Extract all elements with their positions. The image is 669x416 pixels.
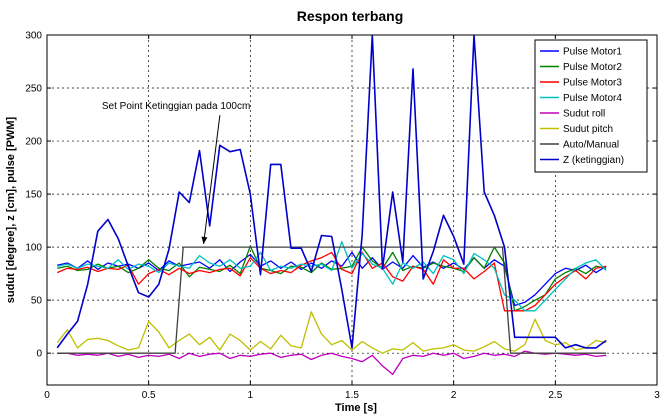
legend-label: Pulse Motor1 — [563, 47, 622, 58]
annotation-arrow — [203, 115, 221, 245]
chart-title: Respon terbang — [297, 8, 404, 24]
y-tick-label: 0 — [36, 349, 42, 360]
annotation: Set Point Ketinggian pada 100cm — [102, 101, 250, 245]
legend-label: Auto/Manual — [563, 140, 619, 151]
x-tick-label: 0.5 — [142, 390, 156, 401]
x-axis-label: Time [s] — [335, 402, 377, 414]
tick-layer: 0 0.5 1 1.5 2 2.5 3 0 50 100 150 200 250 300 — [25, 31, 660, 402]
legend-label: Pulse Motor2 — [563, 62, 622, 73]
x-tick-label: 2 — [451, 390, 457, 401]
y-tick-label: 300 — [25, 31, 42, 42]
y-tick-label: 150 — [25, 190, 42, 201]
series-line-7 — [57, 246, 607, 354]
legend-label: Z (ketinggian) — [563, 155, 624, 166]
y-tick-label: 250 — [25, 84, 42, 95]
series-group — [56, 35, 607, 376]
x-tick-label: 1.5 — [345, 390, 359, 401]
y-tick-label: 50 — [31, 296, 43, 307]
legend-label: Pulse Motor4 — [563, 93, 622, 104]
legend-label: Sudut pitch — [563, 124, 613, 135]
series-line-1 — [57, 251, 607, 307]
legend-label: Sudut roll — [563, 109, 605, 120]
series-line-6 — [56, 311, 607, 354]
y-tick-label: 200 — [25, 137, 42, 148]
series-line-5 — [57, 350, 607, 376]
series-line-3 — [56, 251, 607, 312]
x-tick-label: 3 — [654, 390, 660, 401]
annotation-arrowhead — [201, 236, 208, 244]
x-tick-label: 0 — [44, 390, 50, 401]
legend: Pulse Motor1 Pulse Motor2 Pulse Motor3 Puls… — [534, 39, 648, 173]
series-line-4 — [57, 241, 607, 312]
y-tick-label: 100 — [25, 243, 42, 254]
series-layer — [56, 35, 607, 376]
legend-label: Pulse Motor3 — [563, 78, 622, 89]
series-line-8 — [56, 35, 607, 349]
x-tick-label: 1 — [248, 390, 254, 401]
y-axis-label: sudut [degree], z [cm], pulse [PWM] — [5, 116, 17, 303]
x-tick-label: 2.5 — [548, 390, 562, 401]
annotation-text: Set Point Ketinggian pada 100cm — [102, 101, 250, 112]
legend-box — [534, 39, 648, 173]
